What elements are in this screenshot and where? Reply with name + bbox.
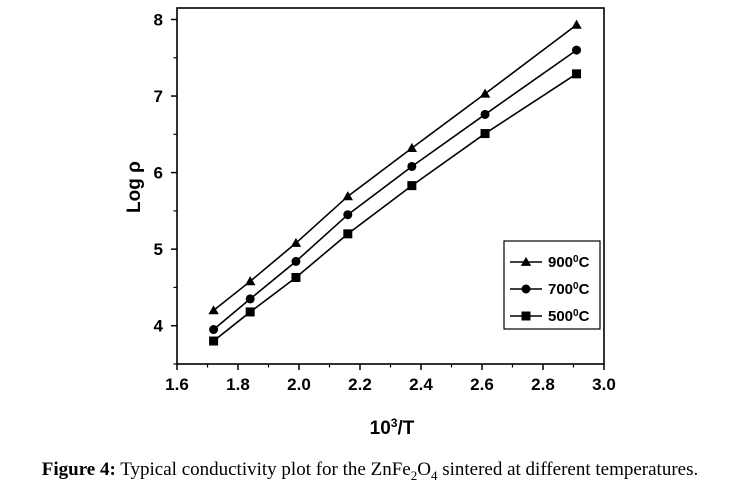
legend-marker-triangle <box>520 256 532 266</box>
legend-box <box>503 240 601 330</box>
data-point-square <box>343 229 353 239</box>
x-axis-title-base: 10 <box>370 418 391 439</box>
x-tick-label: 2.6 <box>470 375 494 394</box>
data-point-square <box>572 69 582 79</box>
data-point-triangle <box>406 142 418 152</box>
data-point-square <box>480 129 490 139</box>
caption-text-after: sintered at different temperatures. <box>437 459 699 480</box>
series-1 <box>209 45 582 335</box>
legend-label: 7000C <box>548 281 590 299</box>
y-tick-label: 4 <box>154 317 164 336</box>
legend-label-sup: 0 <box>573 308 579 319</box>
x-axis-title: 103/T <box>370 416 415 439</box>
legend-label-unit: C <box>579 281 590 298</box>
legend-label-unit: C <box>579 254 590 271</box>
data-point-triangle <box>245 276 256 286</box>
data-point-square <box>407 181 417 191</box>
caption-sub-2: 4 <box>430 467 438 483</box>
x-tick-label: 2.8 <box>531 375 555 394</box>
data-point-circle <box>407 161 417 171</box>
data-point-triangle <box>208 305 219 315</box>
legend-label: 9000C <box>548 254 590 272</box>
x-tick-label: 1.6 <box>165 375 189 394</box>
y-tick-label: 8 <box>154 10 163 29</box>
legend-marker-square <box>521 311 531 321</box>
series-layer <box>208 19 582 346</box>
legend-item: 5000C <box>510 308 590 326</box>
y-tick-label: 7 <box>154 87 163 106</box>
x-axis-title-rest: /T <box>397 418 414 439</box>
legend-label-sup: 0 <box>573 254 579 265</box>
legend-label-sup: 0 <box>573 281 579 292</box>
x-tick-label: 2.4 <box>409 375 433 394</box>
legend-marker-circle <box>521 284 531 294</box>
conductivity-chart: 1.6 1.8 2.0 2.2 2.4 2.6 2.8 3.0 4 5 6 7 8 103/T Log… <box>124 7 616 439</box>
data-point-square <box>291 272 301 282</box>
series-2 <box>209 69 582 346</box>
legend-item: 9000C <box>510 254 590 272</box>
x-tick-label: 3.0 <box>592 375 616 394</box>
caption-text-mid: O <box>417 459 431 480</box>
y-axis-ticks: 4 5 6 7 8 <box>154 10 177 365</box>
data-point-triangle <box>571 19 582 29</box>
series-0 <box>208 19 582 315</box>
x-tick-label: 2.2 <box>348 375 372 394</box>
data-point-circle <box>343 210 353 220</box>
x-tick-label: 1.8 <box>226 375 250 394</box>
legend-label-unit: C <box>579 308 590 325</box>
x-axis-ticks: 1.6 1.8 2.0 2.2 2.4 2.6 2.8 3.0 <box>165 364 616 394</box>
data-point-triangle <box>342 191 353 201</box>
data-point-circle <box>480 109 490 119</box>
data-point-square <box>245 307 255 317</box>
y-tick-label: 6 <box>154 164 163 183</box>
x-tick-label: 2.0 <box>287 375 311 394</box>
data-point-circle <box>209 325 219 335</box>
data-point-triangle <box>479 88 491 98</box>
caption-label: Figure 4: <box>41 459 116 480</box>
data-point-circle <box>245 294 255 304</box>
caption-sub-1: 2 <box>410 467 418 483</box>
x-axis-title-sup: 3 <box>391 416 398 430</box>
figure-caption: Figure 4: Typical conductivity plot for … <box>0 459 740 484</box>
data-point-circle <box>572 45 582 55</box>
y-axis-title: Log ρ <box>124 161 145 213</box>
data-point-triangle <box>290 237 302 247</box>
y-tick-label: 5 <box>154 240 163 259</box>
legend-label-base: 900 <box>548 254 573 271</box>
legend-label-base: 500 <box>548 308 573 325</box>
caption-text-before: Typical conductivity plot for the ZnFe <box>120 459 411 480</box>
legend-label-base: 700 <box>548 281 573 298</box>
legend-item: 7000C <box>510 281 590 299</box>
data-point-circle <box>291 256 301 266</box>
legend-label: 5000C <box>548 308 590 326</box>
data-point-square <box>209 336 219 346</box>
